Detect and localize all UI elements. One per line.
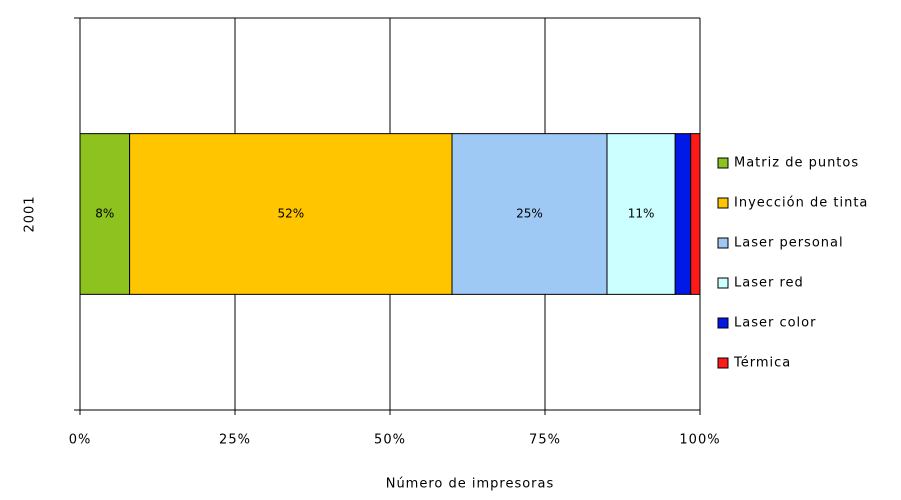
bar-segment	[606, 133, 676, 295]
x-tick-label: 50%	[374, 433, 406, 448]
bar-segment	[451, 133, 608, 295]
x-tick-label: 100%	[679, 433, 720, 448]
legend-swatch	[717, 277, 729, 289]
data-label: 25%	[516, 207, 543, 221]
x-tick-label: 25%	[219, 433, 251, 448]
legend-label: Matriz de puntos	[734, 156, 859, 171]
legend-swatch	[717, 237, 729, 249]
legend-label: Térmica	[733, 356, 791, 371]
data-label: 52%	[277, 207, 304, 221]
legend-label: Laser personal	[734, 236, 844, 251]
y-tick-label: 2001	[23, 195, 38, 232]
x-tick-label: 75%	[529, 433, 561, 448]
legend-label: Laser color	[734, 316, 816, 331]
data-label: 11%	[628, 207, 655, 221]
x-tick-label: 0%	[69, 433, 92, 448]
bar-segment	[129, 133, 453, 295]
legend-label: Inyección de tinta	[734, 196, 868, 211]
bar-segment	[690, 133, 701, 295]
bar-segment	[79, 133, 131, 295]
x-axis-label: Número de impresoras	[386, 477, 555, 492]
legend-swatch	[717, 157, 729, 169]
legend-swatch	[717, 357, 729, 369]
legend-swatch	[717, 197, 729, 209]
legend-label: Laser red	[734, 276, 804, 291]
data-label: 8%	[95, 207, 114, 221]
bar-segment	[674, 133, 692, 295]
legend-swatch	[717, 317, 729, 329]
